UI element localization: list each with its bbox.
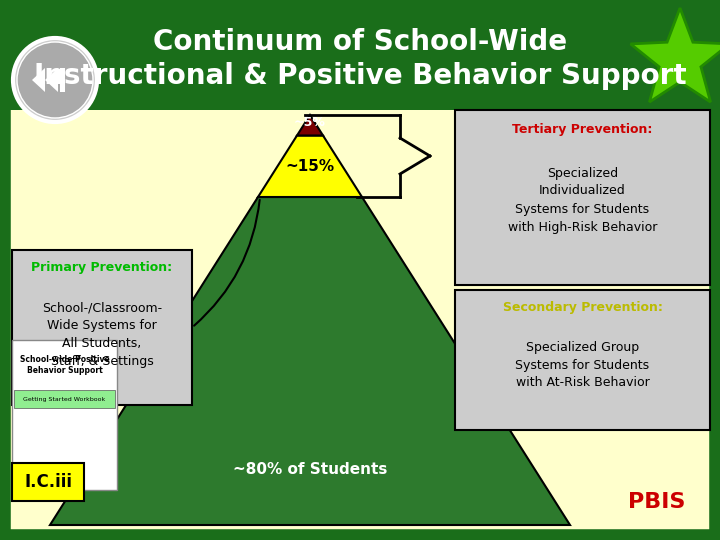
Polygon shape (32, 68, 45, 92)
Bar (12, 250, 192, 405)
Text: Continuum of School-Wide: Continuum of School-Wide (153, 28, 567, 56)
Bar (12, 340, 117, 490)
Polygon shape (297, 115, 323, 136)
Text: PBIS: PBIS (628, 492, 685, 512)
Polygon shape (631, 8, 720, 102)
Circle shape (17, 42, 93, 118)
Text: Secondary Prevention:: Secondary Prevention: (503, 301, 662, 314)
Text: Specialized
Individualized
Systems for Students
with High-Risk Behavior: Specialized Individualized Systems for S… (508, 166, 657, 233)
Bar (455, 290, 710, 430)
Text: ~5%: ~5% (294, 116, 326, 129)
Text: Tertiary Prevention:: Tertiary Prevention: (513, 124, 653, 137)
Text: I.C.iii: I.C.iii (24, 473, 72, 491)
Text: Specialized Group
Systems for Students
with At-Risk Behavior: Specialized Group Systems for Students w… (516, 341, 649, 389)
Circle shape (13, 38, 97, 122)
Polygon shape (45, 68, 58, 92)
Text: Getting Started Workbook: Getting Started Workbook (23, 396, 106, 402)
Polygon shape (50, 197, 570, 525)
Bar (8, 8, 712, 110)
Bar (60, 68, 65, 92)
Bar (455, 110, 710, 285)
Polygon shape (258, 136, 362, 197)
Text: School-wide Positive
Behavior Support: School-wide Positive Behavior Support (19, 355, 109, 375)
Text: Primary Prevention:: Primary Prevention: (32, 261, 173, 274)
Bar (14, 390, 115, 408)
Text: Instructional & Positive Behavior Support: Instructional & Positive Behavior Suppor… (34, 62, 686, 90)
Bar (12, 463, 84, 501)
Text: ~15%: ~15% (285, 159, 335, 174)
Text: ~80% of Students: ~80% of Students (233, 462, 387, 477)
Text: School-/Classroom-
Wide Systems for
All Students,
Staff, & Settings: School-/Classroom- Wide Systems for All … (42, 301, 162, 368)
